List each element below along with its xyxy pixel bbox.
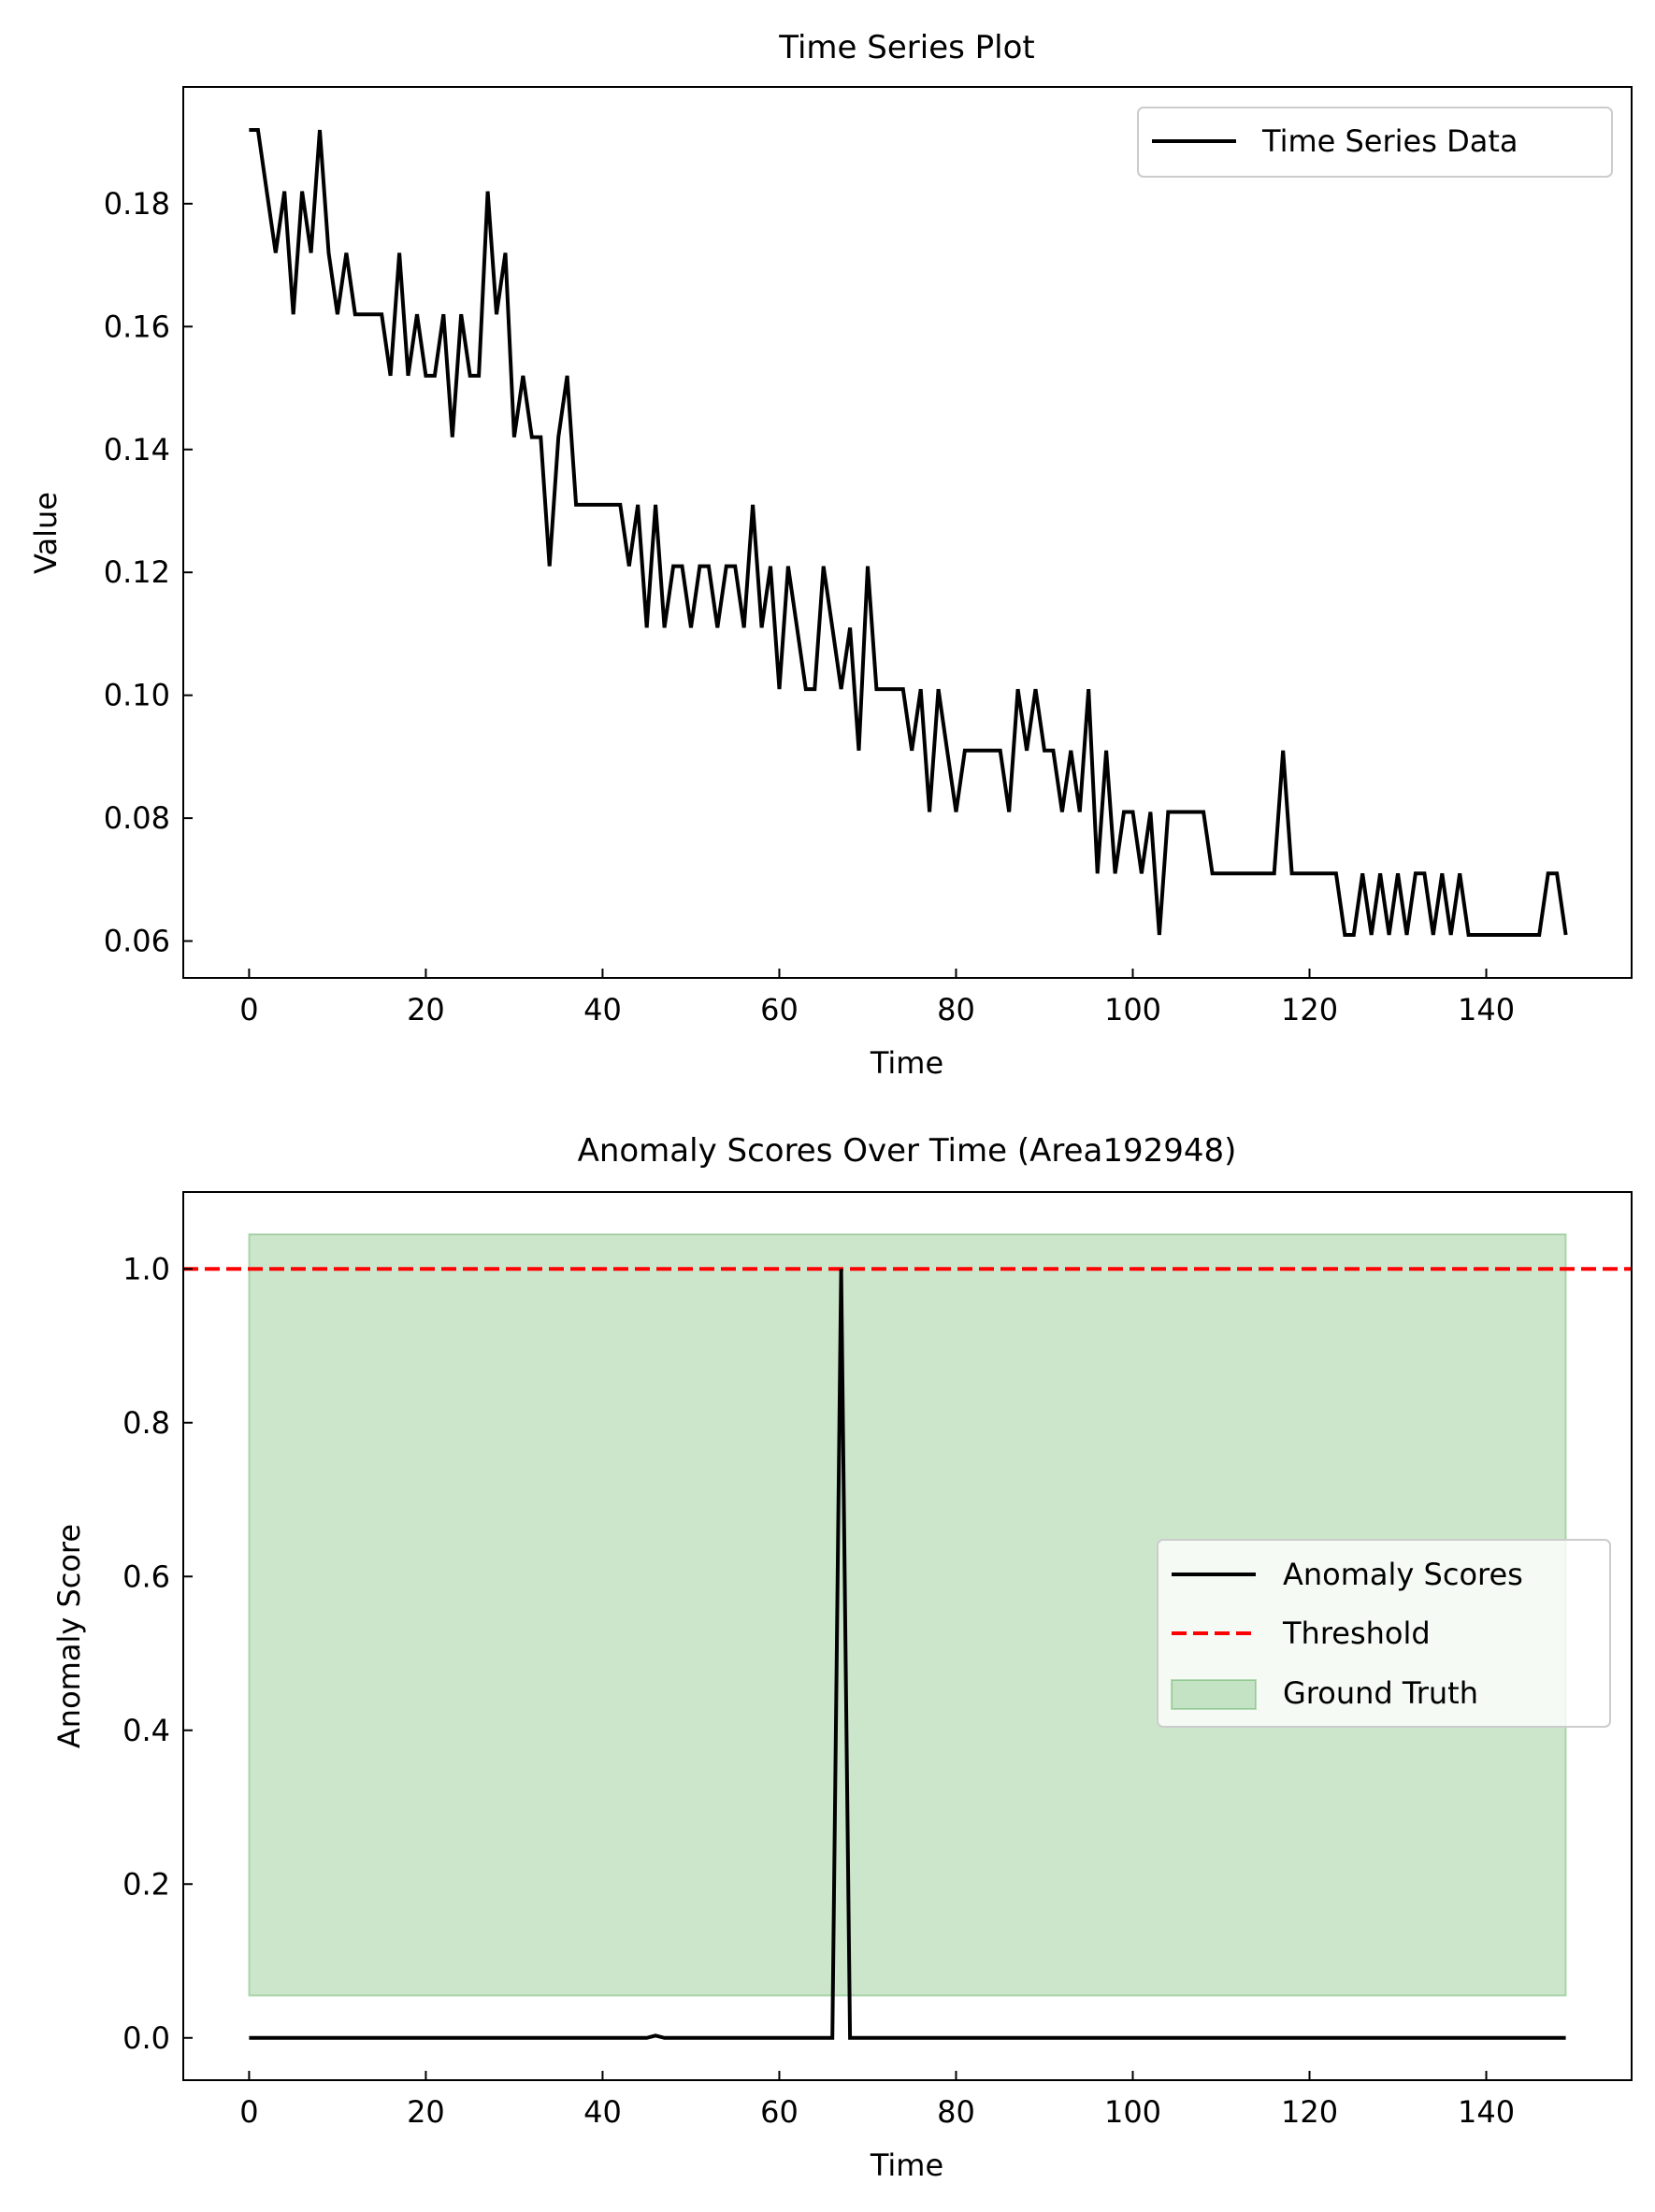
y-tick-label: 0.4 xyxy=(122,1713,170,1748)
y-tick-label: 0.8 xyxy=(122,1405,170,1441)
series-layer xyxy=(249,1269,1566,2040)
y-axis-ticks: 0.06 0.08 0.10 0.12 0.14 0.16 0.18 xyxy=(104,186,193,959)
y-tick-label: 0.08 xyxy=(104,800,170,836)
x-tick-label: 0 xyxy=(239,2094,258,2130)
y-axis-label: Anomaly Score xyxy=(51,1524,87,1748)
legend-box xyxy=(1137,107,1613,178)
x-tick-label: 60 xyxy=(760,2094,799,2130)
x-axis-label: Time xyxy=(870,1045,943,1081)
x-tick-label: 80 xyxy=(937,992,975,1027)
x-axis-ticks: 0 20 40 60 80 100 120 140 xyxy=(239,2071,1515,2130)
x-tick-label: 60 xyxy=(760,992,799,1027)
y-tick-label: 0.18 xyxy=(104,186,170,222)
y-tick-label: 0.06 xyxy=(104,924,170,959)
plot-frame xyxy=(182,1191,1633,2081)
y-tick-label: 0.0 xyxy=(122,2020,170,2056)
x-tick-label: 140 xyxy=(1458,992,1515,1027)
x-tick-label: 20 xyxy=(407,2094,445,2130)
legend: Time Series Data xyxy=(1137,107,1613,178)
y-tick-label: 0.12 xyxy=(104,554,170,590)
x-tick-label: 140 xyxy=(1458,2094,1515,2130)
y-axis-ticks: 0.0 0.2 0.4 0.6 0.8 1.0 xyxy=(122,1251,193,2056)
x-tick-label: 80 xyxy=(937,2094,975,2130)
x-tick-label: 20 xyxy=(407,992,445,1027)
x-axis-ticks: 0 20 40 60 80 100 120 140 xyxy=(239,969,1515,1027)
y-tick-label: 0.10 xyxy=(104,678,170,713)
y-tick-label: 0.14 xyxy=(104,432,170,467)
plot-frame xyxy=(182,86,1633,979)
legend-entry: Threshold xyxy=(1282,1616,1431,1651)
chart-title: Anomaly Scores Over Time (Area192948) xyxy=(578,1132,1237,1170)
x-tick-label: 0 xyxy=(239,992,258,1027)
x-tick-label: 100 xyxy=(1104,992,1161,1027)
legend-entry: Time Series Data xyxy=(1261,123,1518,159)
time-series-panel: Time Series Plot 0 20 40 60 80 100 120 140 0.06… xyxy=(28,29,1633,1081)
y-tick-label: 0.2 xyxy=(122,1866,170,1902)
x-axis-label: Time xyxy=(870,2147,943,2183)
series-layer xyxy=(249,128,1568,937)
y-axis-label: Value xyxy=(28,492,64,574)
chart-title: Time Series Plot xyxy=(778,29,1034,66)
legend-box xyxy=(1157,1539,1611,1728)
x-tick-label: 40 xyxy=(583,992,622,1027)
legend-entry: Ground Truth xyxy=(1283,1675,1478,1711)
legend: Anomaly Scores Threshold Ground Truth xyxy=(1157,1539,1611,1728)
x-tick-label: 120 xyxy=(1281,2094,1338,2130)
y-tick-label: 0.6 xyxy=(122,1558,170,1594)
x-tick-label: 40 xyxy=(583,2094,622,2130)
legend-patch-swatch xyxy=(1171,1679,1257,1710)
anomaly-score-panel: Anomaly Scores Over Time (Area192948) 0 2… xyxy=(51,1132,1633,2183)
legend-entry: Anomaly Scores xyxy=(1283,1557,1523,1592)
y-tick-label: 0.16 xyxy=(104,309,170,344)
x-tick-label: 100 xyxy=(1104,2094,1161,2130)
y-tick-label: 1.0 xyxy=(122,1251,170,1286)
series-line xyxy=(249,1269,1566,2040)
series-line xyxy=(249,128,1568,937)
x-tick-label: 120 xyxy=(1281,992,1338,1027)
